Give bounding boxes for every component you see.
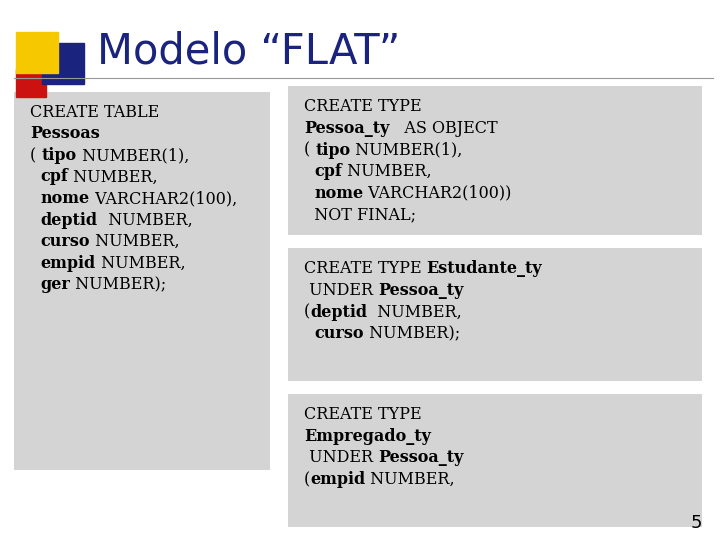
- Text: NUMBER,: NUMBER,: [90, 233, 179, 250]
- Text: VARCHAR2(100)): VARCHAR2(100)): [363, 185, 512, 201]
- Text: 5: 5: [690, 514, 702, 532]
- Bar: [16, 69, 46, 97]
- Text: NUMBER,: NUMBER,: [365, 471, 455, 488]
- Text: NUMBER);: NUMBER);: [71, 276, 166, 293]
- Text: Estudante_ty: Estudante_ty: [426, 260, 542, 278]
- Text: (: (: [304, 303, 310, 321]
- Text: NUMBER,: NUMBER,: [342, 163, 431, 180]
- Text: AS OBJECT: AS OBJECT: [390, 120, 498, 137]
- Text: NUMBER,: NUMBER,: [367, 303, 462, 321]
- Text: tipo: tipo: [42, 147, 77, 164]
- Bar: [16, 32, 58, 73]
- Text: NUMBER(1),: NUMBER(1),: [351, 141, 463, 159]
- Text: nome: nome: [314, 185, 363, 201]
- FancyBboxPatch shape: [288, 86, 702, 235]
- Text: Empregado_ty: Empregado_ty: [304, 428, 431, 445]
- Text: NUMBER(1),: NUMBER(1),: [77, 147, 189, 164]
- Text: ger: ger: [40, 276, 71, 293]
- Text: Pessoa_ty: Pessoa_ty: [304, 120, 390, 137]
- Text: Pessoa_ty: Pessoa_ty: [378, 282, 464, 299]
- Text: CREATE TYPE: CREATE TYPE: [304, 260, 426, 278]
- FancyBboxPatch shape: [288, 248, 702, 381]
- Text: Modelo “FLAT”: Modelo “FLAT”: [97, 30, 400, 72]
- Text: tipo: tipo: [315, 141, 351, 159]
- Text: curso: curso: [314, 325, 364, 342]
- Text: CREATE TYPE: CREATE TYPE: [304, 98, 421, 116]
- Text: NUMBER,: NUMBER,: [68, 168, 158, 185]
- Text: deptid: deptid: [40, 212, 98, 228]
- Text: (: (: [30, 147, 42, 164]
- Text: curso: curso: [40, 233, 90, 250]
- Text: cpf: cpf: [40, 168, 68, 185]
- Text: UNDER: UNDER: [304, 449, 378, 467]
- Text: VARCHAR2(100),: VARCHAR2(100),: [89, 190, 237, 207]
- Text: NUMBER,: NUMBER,: [96, 255, 185, 272]
- Text: Pessoa_ty: Pessoa_ty: [378, 449, 464, 467]
- Bar: [42, 43, 84, 84]
- Text: empid: empid: [310, 471, 365, 488]
- Text: UNDER: UNDER: [304, 282, 378, 299]
- Text: deptid: deptid: [310, 303, 367, 321]
- Text: cpf: cpf: [314, 163, 342, 180]
- Text: NUMBER);: NUMBER);: [364, 325, 460, 342]
- Text: CREATE TYPE: CREATE TYPE: [304, 406, 421, 423]
- FancyBboxPatch shape: [288, 394, 702, 526]
- Text: nome: nome: [40, 190, 89, 207]
- Text: empid: empid: [40, 255, 96, 272]
- Text: (: (: [304, 471, 310, 488]
- Text: (: (: [304, 141, 315, 159]
- FancyBboxPatch shape: [14, 92, 270, 470]
- Text: CREATE TABLE: CREATE TABLE: [30, 104, 160, 121]
- Text: NOT FINAL;: NOT FINAL;: [304, 206, 416, 223]
- Text: Pessoas: Pessoas: [30, 125, 100, 143]
- Text: NUMBER,: NUMBER,: [98, 212, 192, 228]
